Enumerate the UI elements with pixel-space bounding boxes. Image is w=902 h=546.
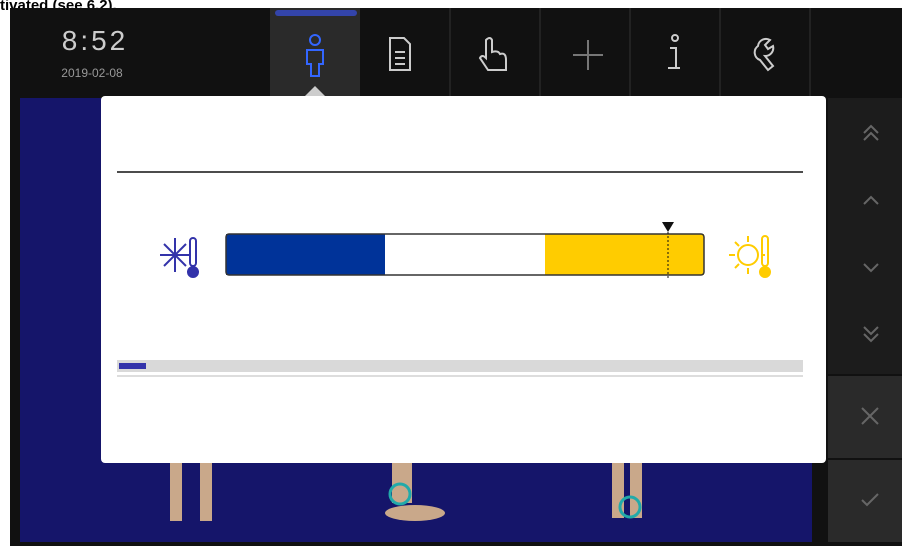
progress-fill [119,363,146,369]
side-buttons [828,98,902,542]
page: tivated (see 6.2). 8:52 2019-02-08 [0,0,902,546]
cold-segment [226,234,385,275]
clock-time: 8:52 [62,25,129,56]
clock-date: 2019-02-08 [61,66,123,80]
warm-segment [545,234,704,275]
screen: tivated (see 6.2). 8:52 2019-02-08 [0,0,902,546]
cancel-button[interactable] [828,376,902,458]
tab-active[interactable] [270,8,360,96]
tab-indicator [275,10,357,16]
ok-button[interactable] [828,460,902,542]
progress-track [117,360,803,372]
neutral-segment [385,234,545,275]
dialog [101,96,826,463]
